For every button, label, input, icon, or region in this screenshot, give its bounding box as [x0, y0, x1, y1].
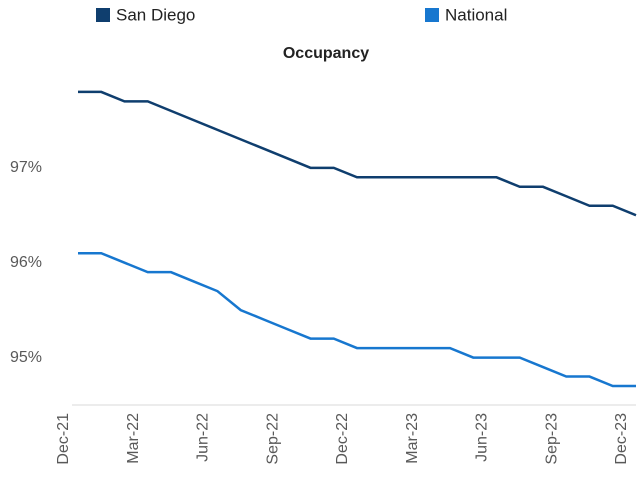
legend-swatch [425, 8, 439, 22]
x-tick-label: Mar-22 [125, 413, 142, 464]
y-tick-label: 97% [10, 159, 42, 176]
x-tick-label: Dec-22 [334, 413, 351, 465]
x-tick-label: Sep-22 [264, 413, 281, 465]
legend-label: San Diego [116, 5, 195, 24]
x-tick-label: Dec-21 [55, 413, 72, 465]
chart-title: Occupancy [283, 45, 369, 62]
y-tick-label: 95% [10, 349, 42, 366]
line-series [78, 251, 636, 388]
legend-swatch [96, 8, 110, 22]
x-tick-label: Dec-23 [613, 413, 630, 465]
x-tick-label: Mar-23 [404, 413, 421, 464]
line-series [78, 90, 637, 217]
y-tick-label: 96% [10, 254, 42, 271]
legend-label: National [445, 5, 507, 24]
x-tick-label: Sep-23 [543, 413, 560, 465]
x-tick-label: Jun-23 [474, 413, 491, 462]
x-tick-label: Jun-22 [195, 413, 212, 462]
